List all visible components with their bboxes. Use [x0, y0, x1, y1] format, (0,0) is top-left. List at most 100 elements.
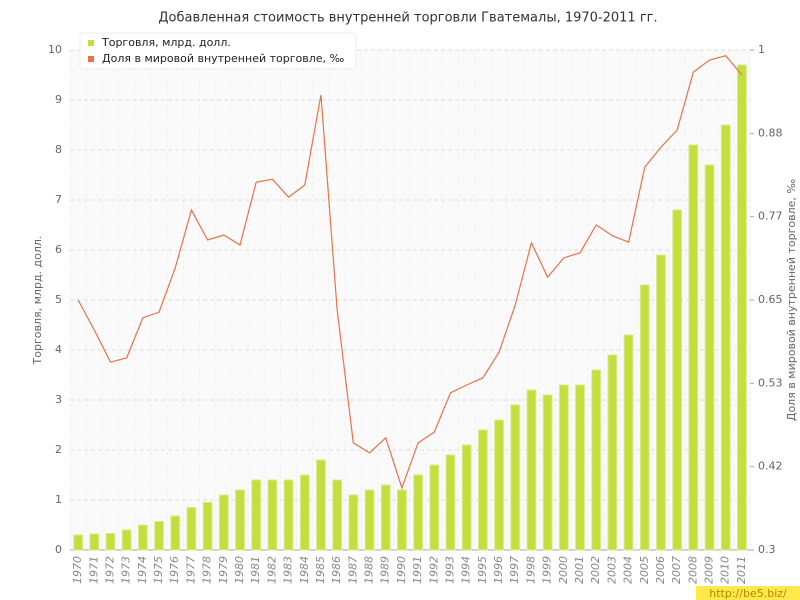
bar	[380, 484, 391, 551]
y2-tick-label: 0.53	[758, 376, 783, 389]
legend: Торговля, млрд. долл. Доля в мировой внут…	[79, 32, 357, 70]
y2-tick-label: 0.42	[758, 460, 783, 473]
bar	[283, 479, 294, 551]
bar	[720, 124, 731, 551]
bar	[510, 404, 521, 551]
x-tick-label: 1972	[103, 556, 116, 584]
x-tick-label: 2005	[638, 556, 651, 584]
bar	[445, 454, 456, 551]
line	[77, 55, 743, 490]
x-tick-label: 1983	[282, 556, 295, 584]
watermark: http://be5.biz/	[709, 587, 787, 600]
chart-title: Добавленная стоимость внутренней торговл…	[158, 11, 657, 26]
x-tick-label: 2003	[605, 556, 618, 584]
x-tick-label: 1982	[265, 556, 278, 584]
bar	[332, 479, 343, 551]
bar	[704, 164, 715, 551]
x-tick-label: 1979	[217, 556, 230, 584]
x-tick-label: 1994	[460, 556, 473, 584]
x-tick-label: 1986	[330, 556, 343, 584]
x-tick-label: 2001	[573, 556, 586, 584]
bar	[137, 524, 148, 551]
bar	[526, 389, 537, 551]
x-tick-label: 1987	[346, 556, 359, 584]
x-tick-label: 1975	[152, 556, 165, 584]
y-tick-label: 0	[55, 543, 62, 556]
y2-tick-label: 0.65	[758, 293, 783, 306]
bar	[737, 64, 747, 551]
bar	[364, 489, 375, 551]
bar	[623, 334, 634, 551]
x-tick-label: 1997	[508, 556, 521, 584]
y-tick-label: 5	[55, 293, 62, 306]
y2-tick-label: 0.88	[758, 126, 783, 139]
y-tick-label: 6	[55, 243, 62, 256]
x-tick-label: 1976	[168, 556, 181, 584]
bar	[656, 254, 666, 551]
bar	[154, 521, 164, 551]
x-tick-label: 2007	[670, 556, 683, 584]
x-tick-label: 1973	[120, 556, 133, 584]
bar	[202, 502, 213, 551]
x-tick-label: 2008	[686, 556, 699, 584]
x-tick-label: 1991	[411, 556, 424, 584]
bar	[591, 369, 602, 551]
bar	[89, 533, 100, 551]
x-tick-label: 1977	[184, 556, 197, 584]
bar	[105, 533, 116, 551]
x-tick-label: 1996	[492, 556, 505, 584]
x-tick-label: 1998	[524, 556, 537, 584]
bar	[413, 474, 423, 551]
y-tick-label: 8	[55, 143, 62, 156]
legend-label: Торговля, млрд. долл.	[101, 36, 231, 49]
bar	[218, 494, 229, 551]
legend-swatch	[88, 40, 94, 46]
y-tick-label: 3	[55, 393, 62, 406]
bar	[251, 479, 262, 551]
bar	[429, 464, 440, 551]
watermark-bg	[696, 586, 800, 600]
y2-tick-label: 0.3	[758, 543, 776, 556]
bar	[558, 384, 569, 551]
bar	[267, 479, 278, 551]
bar	[397, 489, 407, 551]
bar	[348, 494, 359, 551]
bar	[639, 284, 650, 551]
bar	[575, 384, 585, 551]
bar	[607, 354, 618, 551]
bar	[121, 529, 132, 551]
x-tick-label: 2009	[703, 556, 716, 584]
bar	[316, 459, 326, 551]
x-tick-label: 1970	[71, 556, 84, 584]
legend-box	[79, 32, 357, 70]
x-tick-label: 2011	[735, 556, 748, 584]
x-tick-label: 1995	[476, 556, 489, 584]
y-axis-label: Торговля, млрд. долл.	[31, 236, 44, 366]
bar	[672, 209, 683, 551]
x-tick-label: 1993	[443, 556, 456, 584]
x-tick-label: 1974	[136, 556, 149, 584]
x-tick-label: 1984	[298, 556, 311, 584]
y-tick-label: 7	[55, 193, 62, 206]
x-tick-label: 1978	[201, 556, 214, 584]
x-tick-label: 2010	[719, 556, 732, 584]
y-tick-label: 2	[55, 443, 62, 456]
bar	[688, 144, 699, 551]
x-tick-label: 1988	[363, 556, 376, 584]
y2-tick-label: 0.77	[758, 210, 783, 223]
x-tick-label: 2002	[589, 556, 602, 584]
bar	[542, 394, 553, 551]
bar	[186, 507, 197, 551]
x-tick-label: 1990	[395, 556, 408, 584]
y-tick-label: 1	[55, 493, 62, 506]
bar	[477, 429, 488, 551]
x-tick-label: 1989	[379, 556, 392, 584]
x-tick-label: 2006	[654, 556, 667, 584]
x-tick-label: 1992	[427, 556, 440, 584]
bar	[170, 515, 181, 551]
y2-tick-label: 1	[758, 43, 765, 56]
x-tick-label: 1985	[314, 556, 327, 584]
bar	[235, 489, 245, 551]
bar	[461, 444, 472, 551]
